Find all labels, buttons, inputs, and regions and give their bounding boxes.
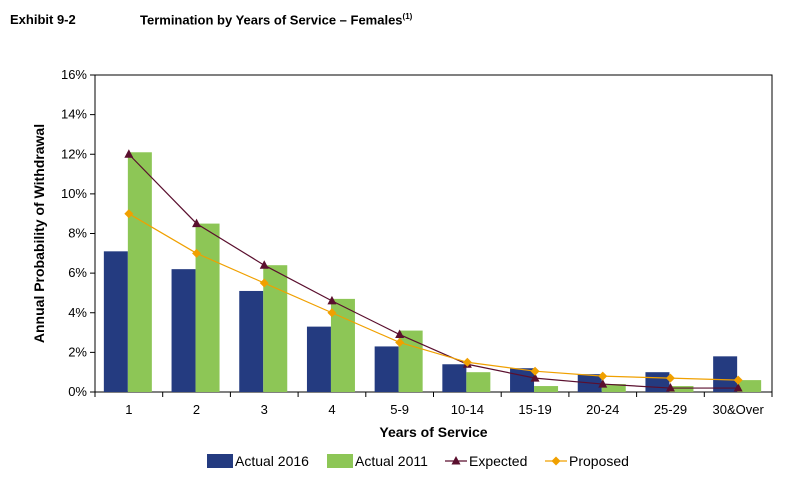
x-tick-label: 20-24 bbox=[586, 402, 619, 417]
expected-point bbox=[733, 383, 743, 392]
x-axis-title: Years of Service bbox=[379, 424, 487, 440]
exhibit-label: Exhibit 9-2 bbox=[10, 12, 76, 27]
actual-2016-bar bbox=[239, 290, 264, 392]
actual-2011-bar bbox=[398, 330, 423, 392]
actual-2011-bar bbox=[263, 265, 288, 392]
actual-2016-bar bbox=[510, 368, 535, 392]
line-series-group bbox=[124, 149, 743, 392]
actual-2016-bar bbox=[713, 356, 738, 392]
y-tick-label: 0% bbox=[68, 384, 87, 399]
actual-2016-bar bbox=[306, 326, 331, 392]
actual-2011-bar bbox=[737, 380, 762, 392]
expected-point bbox=[192, 218, 202, 228]
actual-2011-legend-swatch bbox=[327, 454, 353, 468]
actual-2011-bar bbox=[669, 386, 694, 392]
actual-2011-bar bbox=[534, 386, 559, 392]
proposed-point bbox=[598, 371, 608, 381]
expected-point bbox=[395, 329, 405, 339]
y-axis-title: Annual Probability of Withdrawal bbox=[31, 124, 47, 343]
expected-point bbox=[124, 149, 134, 158]
proposed-point bbox=[395, 337, 405, 347]
actual-2011-bar bbox=[127, 152, 152, 392]
exhibit-header: Exhibit 9-2 Termination by Years of Serv… bbox=[10, 8, 800, 30]
y-tick-label: 16% bbox=[61, 67, 87, 82]
x-tick-label: 30&Over bbox=[712, 402, 764, 417]
proposed-point bbox=[192, 248, 202, 258]
x-tick-label: 1 bbox=[125, 402, 132, 417]
x-axis: 1 2 3 4 5-9 10-14 15-19 20-24 25-29 30&Over bbox=[94, 392, 773, 417]
bar-series-group bbox=[103, 152, 762, 392]
x-tick-label: 5-9 bbox=[390, 402, 409, 417]
actual-2011-bar bbox=[195, 223, 220, 392]
x-tick-label: 10-14 bbox=[451, 402, 484, 417]
y-tick-label: 14% bbox=[61, 107, 87, 122]
x-tick-label: 3 bbox=[261, 402, 268, 417]
actual-2016-bar bbox=[103, 251, 128, 392]
expected-legend-label: Expected bbox=[469, 453, 527, 469]
proposed-point bbox=[530, 366, 540, 376]
x-tick-label: 25-29 bbox=[654, 402, 687, 417]
y-tick-label: 6% bbox=[68, 265, 87, 280]
actual-2016-bar bbox=[374, 346, 399, 392]
y-tick-label: 8% bbox=[68, 226, 87, 241]
y-axis: 0% 2% 4% 6% 8% 10% 12% 14% 16% bbox=[61, 67, 95, 399]
y-tick-label: 10% bbox=[61, 186, 87, 201]
x-tick-label: 2 bbox=[193, 402, 200, 417]
title-footnote: (1) bbox=[402, 12, 413, 21]
actual-2011-bar bbox=[601, 384, 626, 392]
y-tick-label: 4% bbox=[68, 305, 87, 320]
proposed-point bbox=[327, 308, 337, 318]
chart-title-text: Termination by Years of Service – Female… bbox=[140, 12, 403, 28]
expected-line bbox=[128, 153, 739, 389]
expected-point bbox=[327, 295, 337, 305]
proposed-legend-label: Proposed bbox=[569, 453, 629, 469]
legend: Actual 2016 Actual 2011 Expected Proposed bbox=[207, 453, 629, 469]
proposed-legend-marker bbox=[551, 456, 561, 466]
actual-2016-bar bbox=[645, 372, 670, 392]
proposed-point bbox=[259, 278, 269, 288]
expected-point bbox=[598, 379, 608, 388]
y-tick-label: 2% bbox=[68, 344, 87, 359]
actual-2011-bar bbox=[466, 372, 491, 392]
actual-2016-bar bbox=[442, 364, 467, 392]
proposed-point bbox=[733, 375, 743, 385]
expected-point bbox=[259, 260, 269, 269]
y-tick-label: 12% bbox=[61, 146, 87, 161]
actual-2016-legend-label: Actual 2016 bbox=[235, 453, 309, 469]
actual-2016-bar bbox=[171, 269, 196, 392]
chart-title: Termination by Years of Service – Female… bbox=[140, 12, 412, 27]
expected-legend-marker bbox=[451, 456, 461, 465]
x-tick-label: 4 bbox=[328, 402, 335, 417]
proposed-point bbox=[462, 357, 472, 367]
proposed-line bbox=[128, 213, 739, 381]
actual-2016-legend-swatch bbox=[207, 454, 233, 468]
proposed-point bbox=[124, 209, 134, 219]
proposed-point bbox=[665, 373, 675, 383]
expected-point bbox=[530, 373, 540, 382]
x-tick-label: 15-19 bbox=[518, 402, 551, 417]
actual-2011-legend-label: Actual 2011 bbox=[355, 453, 428, 469]
expected-point bbox=[665, 383, 675, 392]
